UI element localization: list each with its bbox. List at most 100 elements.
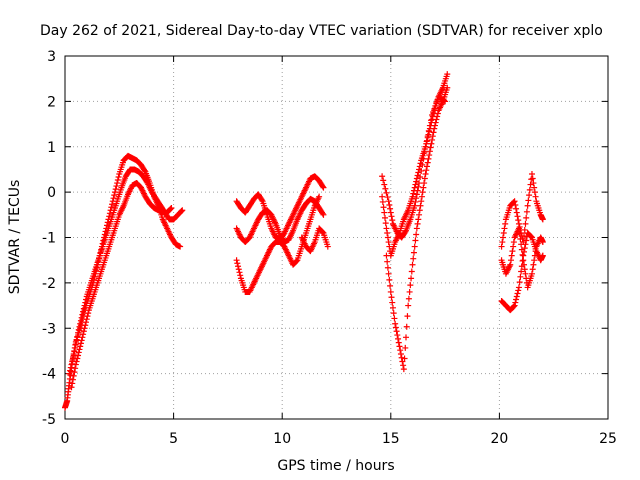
data-point: [521, 261, 528, 268]
data-point: [109, 201, 116, 208]
y-axis-label: SDTVAR / TECUs: [7, 180, 23, 295]
data-point: [521, 226, 528, 233]
y-tick-label: -2: [42, 276, 56, 292]
data-point: [405, 302, 412, 309]
series-arc-3a: [379, 71, 451, 259]
data-point: [424, 133, 431, 140]
data-point: [531, 252, 538, 259]
data-point: [519, 257, 526, 264]
data-point: [515, 284, 522, 291]
data-point: [72, 365, 79, 372]
data-point: [111, 192, 118, 199]
data-point: [258, 197, 265, 204]
data-point: [424, 163, 430, 170]
data-point: [530, 261, 537, 268]
x-tick-label: 10: [273, 431, 291, 447]
x-axis-label: GPS time / hours: [277, 458, 394, 474]
data-point: [531, 184, 538, 191]
data-point: [415, 183, 422, 190]
data-point: [522, 220, 529, 227]
data-point: [524, 202, 531, 209]
data-point: [236, 269, 243, 276]
data-point: [426, 152, 433, 159]
data-point: [387, 205, 394, 212]
data-point: [379, 193, 386, 200]
data-point: [426, 148, 433, 155]
data-point: [512, 201, 519, 208]
data-point: [398, 354, 405, 361]
data-point: [77, 340, 84, 347]
data-point: [384, 229, 391, 236]
data-point: [416, 207, 423, 214]
data-point: [77, 320, 84, 327]
data-point: [431, 122, 438, 129]
data-point: [539, 216, 546, 223]
data-point: [517, 236, 524, 243]
series-arc-1c: [68, 180, 175, 391]
data-point: [394, 332, 401, 339]
data-point: [106, 213, 113, 220]
data-point: [513, 205, 520, 212]
data-point: [76, 346, 83, 353]
data-point: [417, 202, 424, 209]
data-point: [528, 233, 535, 240]
data-point: [520, 257, 527, 264]
y-axis-tick-labels: -5 -4 -3 -2 -1 0 1 2 3: [42, 49, 56, 428]
data-point: [413, 191, 420, 198]
data-point: [389, 304, 396, 311]
data-point: [523, 214, 530, 221]
data-point: [293, 257, 300, 264]
data-point: [507, 257, 514, 264]
data-point: [410, 249, 417, 256]
data-point: [510, 239, 517, 246]
data-point: [519, 251, 526, 258]
data-point: [385, 239, 392, 246]
data-point: [382, 214, 389, 221]
data-point: [406, 288, 413, 295]
data-point: [408, 268, 415, 275]
data-point: [382, 185, 389, 192]
data-point: [434, 110, 441, 117]
series-arc-3c: [379, 93, 449, 241]
data-point: [416, 180, 423, 187]
data-point: [402, 228, 409, 235]
data-point: [498, 243, 505, 250]
data-point: [388, 213, 395, 220]
x-tick-label: 20: [490, 431, 508, 447]
data-point: [386, 201, 393, 208]
series-arc-2b: [233, 195, 327, 246]
data-point: [403, 323, 410, 330]
data-point: [110, 195, 117, 202]
data-point: [523, 208, 530, 215]
data-point: [389, 299, 396, 306]
data-point: [71, 348, 78, 355]
data-point: [81, 325, 88, 332]
data-point: [383, 225, 390, 232]
data-point: [235, 263, 242, 270]
data-point: [413, 231, 420, 238]
data-point: [324, 243, 331, 250]
data-point: [521, 266, 528, 273]
data-point: [70, 372, 77, 379]
data-point: [67, 367, 74, 374]
data-point: [383, 252, 390, 259]
data-point: [66, 370, 73, 377]
y-tick-label: -4: [42, 367, 56, 383]
data-point: [411, 202, 418, 209]
data-point: [235, 266, 242, 273]
data-point: [384, 264, 391, 271]
data-point: [442, 98, 449, 105]
data-point: [380, 177, 387, 184]
data-point: [429, 111, 436, 118]
data-point: [77, 343, 84, 350]
data-point: [509, 248, 516, 255]
y-tick-label: 2: [47, 94, 56, 110]
data-point: [389, 217, 396, 224]
data-point: [75, 329, 82, 336]
x-tick-label: 15: [382, 431, 400, 447]
data-point: [512, 299, 519, 306]
data-point: [77, 317, 84, 324]
data-point: [392, 320, 399, 327]
y-tick-label: -5: [42, 412, 56, 428]
data-point: [167, 205, 174, 212]
